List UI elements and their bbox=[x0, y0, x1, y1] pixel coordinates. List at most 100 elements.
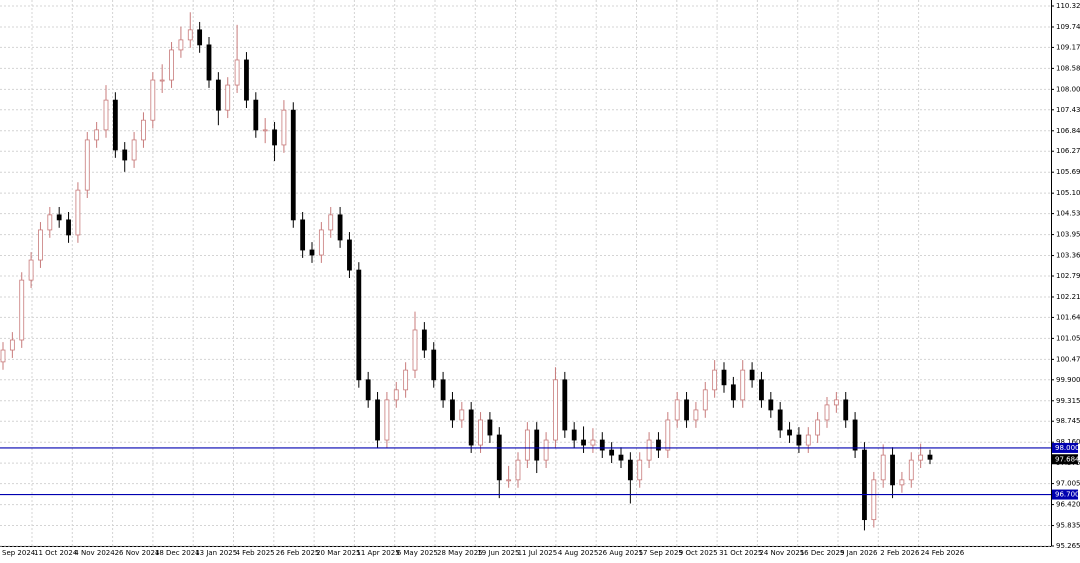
y-tick-label: 106.845 bbox=[1056, 127, 1080, 135]
candle-body bbox=[38, 229, 43, 261]
x-tick-label: 16 Dec 2025 bbox=[800, 549, 845, 557]
candle-body bbox=[646, 439, 652, 461]
candle-body bbox=[740, 369, 746, 401]
y-tick-label: 99.900 bbox=[1056, 376, 1080, 384]
candle-body bbox=[918, 454, 924, 461]
candle-body bbox=[759, 379, 764, 401]
candle-body bbox=[730, 384, 736, 401]
candle-body bbox=[478, 419, 483, 446]
candle-body bbox=[674, 399, 680, 421]
candle-body bbox=[618, 454, 624, 461]
candle-body bbox=[684, 399, 689, 421]
candle-body bbox=[393, 389, 399, 401]
candle-body bbox=[890, 454, 895, 486]
candle-body bbox=[215, 79, 221, 111]
current-price-box bbox=[1052, 454, 1078, 465]
candle-body bbox=[702, 389, 708, 411]
y-tick-label: 110.325 bbox=[1056, 2, 1080, 10]
x-tick-label: 31 Oct 2025 bbox=[719, 549, 762, 557]
candle-body bbox=[637, 459, 643, 481]
y-tick-label: 102.210 bbox=[1056, 293, 1080, 301]
candle-body bbox=[824, 404, 830, 421]
candle-body bbox=[440, 379, 446, 401]
candle-body bbox=[94, 129, 100, 141]
candle-body bbox=[384, 399, 390, 441]
x-tick-label: 11 Oct 2024 bbox=[34, 549, 78, 557]
candle-body bbox=[712, 369, 718, 391]
candle-body bbox=[244, 59, 249, 101]
candle-body bbox=[487, 419, 493, 436]
candle-body bbox=[112, 99, 118, 151]
x-tick-label: 9 Oct 2025 bbox=[679, 549, 718, 557]
x-tick-label: 24 Feb 2026 bbox=[921, 549, 965, 557]
candle-body bbox=[131, 139, 137, 161]
candle-body bbox=[262, 129, 268, 132]
x-tick-label: 9 Jan 2026 bbox=[840, 549, 878, 557]
candle-body bbox=[187, 29, 193, 41]
candle-body bbox=[47, 214, 53, 231]
candle-body bbox=[56, 214, 62, 221]
candle-body bbox=[908, 459, 914, 481]
candle-body bbox=[543, 439, 549, 461]
candle-body bbox=[468, 409, 474, 446]
candle-body bbox=[768, 399, 774, 411]
candle-body bbox=[496, 434, 502, 481]
candle-body bbox=[553, 379, 558, 441]
level-label: 98.000 bbox=[1055, 444, 1080, 452]
y-tick-label: 108.585 bbox=[1056, 64, 1080, 72]
y-tick-label: 101.055 bbox=[1056, 334, 1080, 342]
candle-body bbox=[347, 239, 352, 271]
x-tick-label: 26 Feb 2025 bbox=[276, 549, 320, 557]
x-tick-label: 4 Nov 2024 bbox=[74, 549, 115, 557]
y-tick-label: 96.420 bbox=[1056, 501, 1080, 509]
y-tick-label: 104.535 bbox=[1056, 210, 1080, 218]
y-tick-label: 103.950 bbox=[1056, 231, 1080, 239]
candle-body bbox=[290, 109, 296, 221]
candle-body bbox=[66, 219, 71, 236]
candle-body bbox=[159, 79, 165, 82]
candle-body bbox=[777, 409, 783, 431]
candle-body bbox=[693, 409, 699, 421]
candle-body bbox=[272, 129, 277, 146]
y-tick-label: 108.000 bbox=[1056, 85, 1080, 93]
candle-body bbox=[234, 59, 240, 86]
candle-body bbox=[833, 399, 839, 406]
candle-body bbox=[122, 149, 128, 161]
candle-body bbox=[197, 29, 203, 46]
y-tick-label: 106.275 bbox=[1056, 147, 1080, 155]
x-tick-label: 18 Dec 2024 bbox=[155, 549, 200, 557]
candle-body bbox=[796, 434, 802, 446]
x-tick-label: 11 Apr 2025 bbox=[356, 549, 399, 557]
candle-body bbox=[253, 99, 259, 131]
candle-body bbox=[169, 49, 174, 81]
y-tick-label: 109.740 bbox=[1056, 23, 1080, 31]
y-tick-label: 101.640 bbox=[1056, 313, 1080, 321]
candle-body bbox=[365, 379, 371, 401]
y-tick-label: 103.365 bbox=[1056, 252, 1080, 260]
y-tick-label: 95.835 bbox=[1056, 522, 1080, 530]
candle-body bbox=[571, 429, 577, 441]
candle-body bbox=[656, 439, 661, 451]
x-tick-label: 26 Nov 2024 bbox=[115, 549, 160, 557]
candle-body bbox=[141, 119, 146, 141]
x-tick-label: 4 Aug 2025 bbox=[558, 549, 598, 557]
x-tick-label: 26 Aug 2025 bbox=[598, 549, 643, 557]
candle-body bbox=[534, 429, 540, 461]
y-tick-label: 100.470 bbox=[1056, 355, 1080, 363]
candle-body bbox=[815, 419, 821, 436]
candle-body bbox=[309, 249, 315, 256]
x-tick-label: 13 Jan 2025 bbox=[195, 549, 237, 557]
candle-body bbox=[609, 449, 615, 456]
y-tick-label: 102.795 bbox=[1056, 272, 1080, 280]
candle-body bbox=[590, 439, 596, 446]
level-label-box bbox=[1052, 442, 1078, 453]
candle-body bbox=[206, 44, 212, 81]
candle-body bbox=[862, 449, 867, 521]
candle-body bbox=[421, 329, 427, 351]
candle-body bbox=[28, 259, 34, 281]
candle-body bbox=[375, 399, 380, 441]
y-tick-label: 99.315 bbox=[1056, 397, 1080, 405]
